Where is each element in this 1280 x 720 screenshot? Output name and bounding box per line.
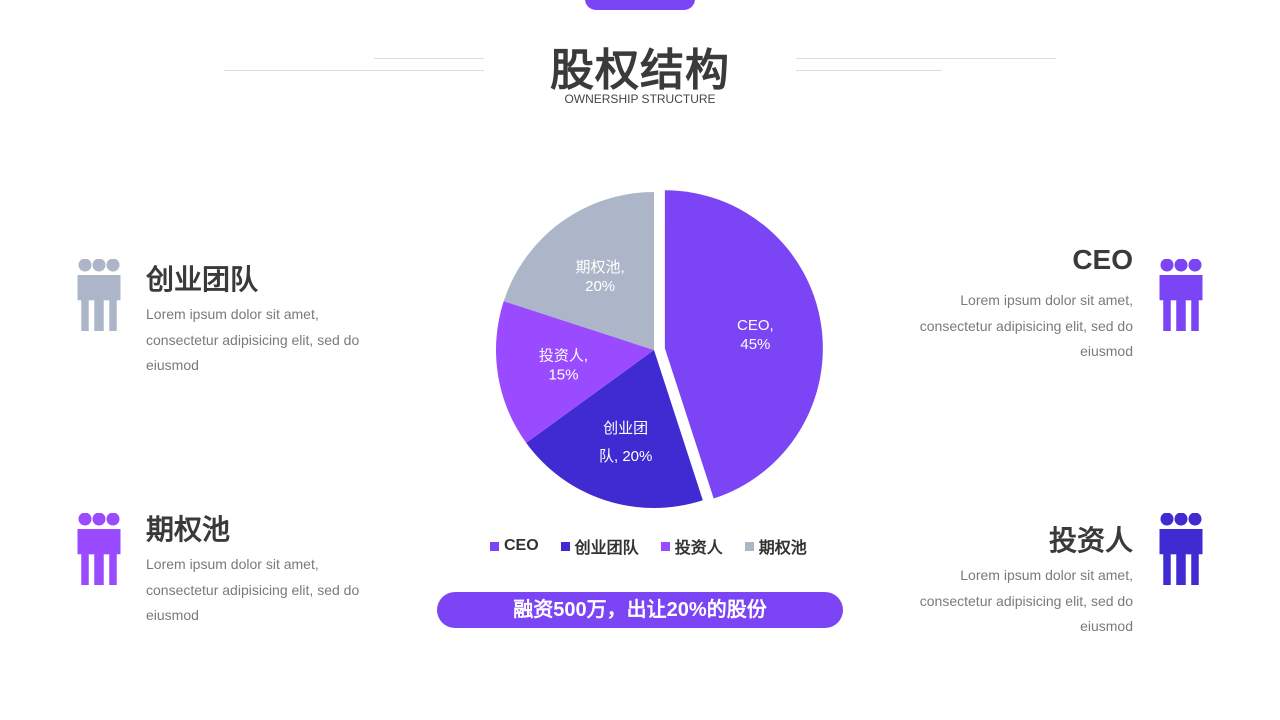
- data-label: 15%: [548, 366, 578, 383]
- page-subtitle: OWNERSHIP STRUCTURE: [564, 92, 716, 106]
- people-group-icon: [1159, 513, 1203, 585]
- data-label: 投资人,: [539, 347, 588, 364]
- pie-slice-2: [496, 301, 654, 443]
- section-title-investor: 投资人: [1048, 525, 1133, 556]
- section-text-ceo: Lorem ipsum dolor sit amet, consectetur …: [919, 292, 1133, 359]
- legend-swatch: [490, 541, 499, 551]
- data-label: 45%: [740, 336, 770, 353]
- data-label: 队, 20%: [599, 448, 652, 465]
- chart-legend: CEO 创业团队 投资人 期权池: [490, 534, 807, 558]
- divider-line: [224, 70, 484, 71]
- top-tab-decoration: [585, 0, 695, 10]
- data-label: 创业团: [603, 420, 648, 437]
- pie-slice-3: [503, 192, 654, 350]
- divider-line: [796, 58, 1056, 59]
- data-label: 20%: [585, 278, 615, 295]
- legend-label: 创业团队: [574, 540, 639, 557]
- divider-line: [796, 70, 942, 71]
- people-group-icon: [77, 259, 121, 331]
- section-text-team: Lorem ipsum dolor sit amet, consectetur …: [146, 306, 360, 373]
- data-label: 期权池,: [576, 259, 625, 276]
- pie-chart: CEO, 45% 创业团队, 20% 投资人, 15% 期权池, 20%: [496, 190, 823, 508]
- legend-swatch: [660, 541, 670, 551]
- legend-item-pool: 期权池: [744, 534, 807, 558]
- divider-line: [374, 58, 484, 59]
- section-title-pool: 期权池: [146, 514, 231, 545]
- section-title-team: 创业团队: [146, 264, 259, 295]
- section-text-investor: Lorem ipsum dolor sit amet, consectetur …: [919, 567, 1133, 634]
- section-text-pool: Lorem ipsum dolor sit amet, consectetur …: [146, 556, 360, 623]
- legend-item-ceo: CEO: [490, 534, 539, 558]
- people-group-icon: [1159, 259, 1203, 331]
- legend-label: 投资人: [674, 540, 723, 557]
- legend-swatch: [560, 541, 570, 551]
- section-title-ceo: CEO: [1072, 244, 1133, 275]
- people-group-icon: [77, 513, 121, 585]
- data-label: CEO,: [737, 317, 774, 334]
- legend-swatch: [744, 541, 754, 551]
- legend-item-investor: 投资人: [660, 534, 723, 558]
- legend-label: CEO: [504, 537, 539, 554]
- pie-slice-1: [526, 350, 703, 508]
- pie-slice-0: [664, 190, 823, 499]
- funding-banner: 融资500万，出让20%的股份: [437, 592, 843, 628]
- legend-label: 期权池: [758, 540, 807, 557]
- page-title: 股权结构: [550, 46, 730, 95]
- legend-item-team: 创业团队: [560, 534, 639, 558]
